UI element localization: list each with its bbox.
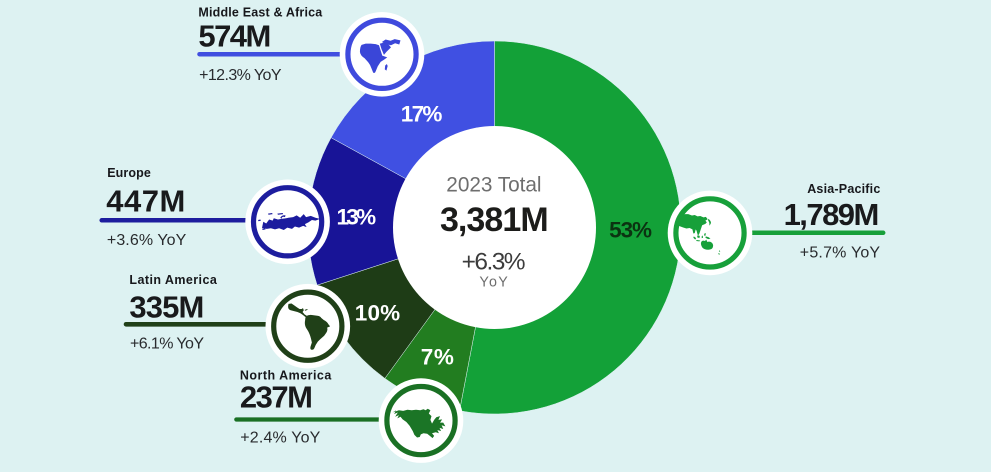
svg-text:10%: 10%: [355, 301, 400, 326]
svg-text:YoY: YoY: [479, 274, 508, 290]
svg-text:Asia-Pacific: Asia-Pacific: [807, 182, 880, 196]
svg-text:Europe: Europe: [107, 166, 151, 180]
svg-text:447M: 447M: [106, 183, 185, 218]
svg-text:2023 Total: 2023 Total: [446, 174, 541, 197]
svg-text:Latin America: Latin America: [129, 273, 217, 287]
svg-text:+2.4% YoY: +2.4% YoY: [240, 430, 320, 447]
svg-text:335M: 335M: [129, 289, 204, 324]
svg-text:+3.6% YoY: +3.6% YoY: [107, 232, 187, 249]
svg-text:1,789M: 1,789M: [784, 197, 880, 232]
svg-text:53%: 53%: [609, 218, 652, 243]
svg-text:North America: North America: [240, 369, 332, 383]
svg-text:+6.1% YoY: +6.1% YoY: [130, 336, 204, 353]
svg-text:Middle East & Africa: Middle East & Africa: [198, 5, 323, 19]
svg-text:+6.3%: +6.3%: [462, 248, 526, 275]
svg-text:+12.3% YoY: +12.3% YoY: [199, 67, 282, 84]
svg-text:237M: 237M: [240, 380, 313, 415]
svg-text:17%: 17%: [401, 101, 443, 126]
svg-text:+5.7% YoY: +5.7% YoY: [800, 244, 881, 261]
svg-text:3,381M: 3,381M: [440, 201, 549, 239]
svg-text:7%: 7%: [421, 345, 454, 370]
svg-text:574M: 574M: [198, 18, 271, 53]
svg-text:13%: 13%: [336, 204, 376, 229]
